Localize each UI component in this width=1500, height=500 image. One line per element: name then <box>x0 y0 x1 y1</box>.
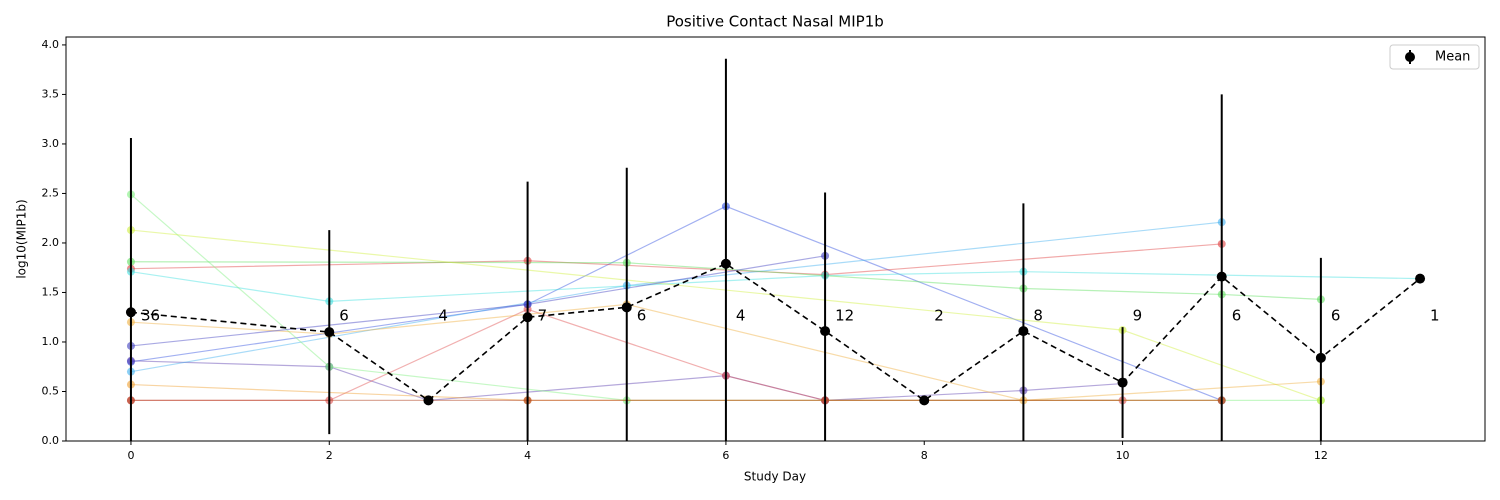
mean-point <box>621 302 632 313</box>
count-label: 12 <box>835 307 854 325</box>
mean-point <box>522 312 533 323</box>
subject-line <box>130 205 1222 401</box>
mean-point <box>919 395 930 406</box>
mean-point <box>1018 326 1029 337</box>
count-label: 4 <box>736 307 746 325</box>
x-tick-label: 6 <box>722 449 729 462</box>
count-label: 4 <box>438 307 448 325</box>
count-label: 1 <box>1430 307 1440 325</box>
subject-line <box>130 193 1321 402</box>
subject-line <box>130 221 1222 373</box>
x-tick-label: 12 <box>1314 449 1328 462</box>
mean-point <box>423 395 434 406</box>
chart-title: Positive Contact Nasal MIP1b <box>666 13 884 31</box>
count-label: 36 <box>141 307 160 325</box>
legend-box <box>1389 44 1480 70</box>
x-tick-label: 4 <box>524 449 531 462</box>
legend-marker <box>1405 52 1415 62</box>
x-tick-label: 10 <box>1116 449 1130 462</box>
count-label: 2 <box>934 307 944 325</box>
mean-point <box>1315 352 1326 363</box>
y-tick-label: 1.0 <box>42 335 60 348</box>
count-label: 6 <box>637 307 647 325</box>
count-label: 7 <box>538 307 548 325</box>
x-tick-label: 8 <box>921 449 928 462</box>
y-tick-label: 2.5 <box>42 186 60 199</box>
y-tick-label: 3.5 <box>42 87 60 100</box>
count-label: 6 <box>1331 307 1341 325</box>
count-label: 6 <box>1232 307 1242 325</box>
mean-point <box>1117 377 1128 388</box>
y-axis-label: log10(MIP1b) <box>15 199 29 278</box>
mean-point <box>125 307 136 318</box>
mean-point <box>720 258 731 269</box>
y-tick-label: 1.5 <box>42 285 60 298</box>
x-axis-label: Study Day <box>744 470 806 484</box>
mean-point <box>820 326 831 337</box>
count-label: 8 <box>1033 307 1043 325</box>
x-tick-label: 2 <box>326 449 333 462</box>
count-label: 9 <box>1133 307 1143 325</box>
y-tick-label: 0.0 <box>42 434 60 447</box>
y-tick-label: 3.0 <box>42 137 60 150</box>
subject-line <box>130 243 1222 276</box>
y-tick-label: 2.0 <box>42 236 60 249</box>
plot-frame <box>65 36 1486 442</box>
mean-point <box>324 327 335 338</box>
x-tick-label: 0 <box>127 449 134 462</box>
y-tick-label: 4.0 <box>42 38 60 51</box>
count-label: 6 <box>339 307 349 325</box>
mean-point <box>1415 273 1426 284</box>
y-tick-label: 0.5 <box>42 384 60 397</box>
legend-label: Mean <box>1435 50 1470 65</box>
mean-point <box>1216 271 1227 282</box>
